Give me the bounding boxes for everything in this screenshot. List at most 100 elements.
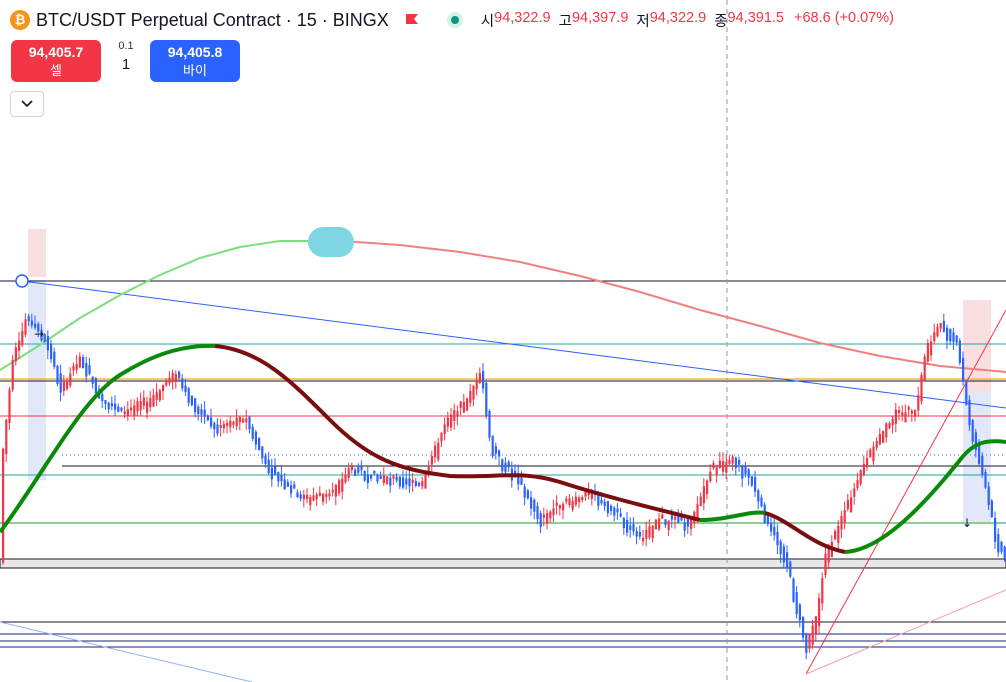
- market-status-icon[interactable]: [446, 12, 463, 28]
- candle-body: [654, 519, 657, 530]
- candle-body: [856, 480, 859, 489]
- candle-body: [27, 315, 30, 322]
- candle-body: [142, 397, 145, 406]
- candle-body: [110, 403, 113, 407]
- ohlc-open-value: 94,322.9: [494, 9, 551, 26]
- candle-body: [699, 496, 702, 507]
- candle-body: [885, 423, 888, 438]
- candle-body: [709, 471, 712, 481]
- candle-body: [533, 499, 536, 512]
- candle-body: [578, 497, 581, 503]
- candle-body: [280, 474, 283, 482]
- candle-body: [581, 497, 584, 501]
- candle-body: [616, 508, 619, 513]
- candle-body: [482, 371, 485, 389]
- candle-body: [798, 604, 801, 621]
- candle-body: [677, 516, 680, 523]
- candle-body: [408, 478, 411, 487]
- candle-body: [728, 459, 731, 464]
- candle-body: [552, 508, 555, 516]
- candle-body: [69, 373, 72, 386]
- candle-body: [24, 319, 27, 335]
- candle-body: [165, 381, 168, 386]
- candle-body: [914, 410, 917, 417]
- candle-body: [229, 420, 232, 428]
- candle-body: [379, 475, 382, 479]
- candle-body: [414, 481, 417, 486]
- candle-body: [754, 477, 757, 492]
- symbol-title[interactable]: BTC/USDT Perpetual Contract · 15 · BINGX: [36, 9, 389, 30]
- candle-body: [174, 374, 177, 381]
- candle-body: [597, 493, 600, 506]
- candle-body: [690, 518, 693, 530]
- h-band-grey: [0, 558, 1006, 569]
- candle-body: [158, 390, 161, 401]
- candle-body: [411, 479, 414, 483]
- candle-body: [443, 424, 446, 435]
- sell-zone-right: [963, 300, 991, 392]
- candle-body: [949, 328, 952, 342]
- market-status-dot: [450, 16, 459, 24]
- candle-body: [584, 491, 587, 497]
- candle-body: [264, 455, 267, 464]
- candle-body: [750, 476, 753, 486]
- anchor-point-marker[interactable]: [15, 274, 29, 288]
- candle-body: [168, 377, 171, 384]
- candle-body: [85, 363, 88, 377]
- buy-button[interactable]: 94,405.8 바이: [150, 40, 240, 82]
- quantity-field[interactable]: 0.1 1: [110, 40, 142, 82]
- collapse-toggle-button[interactable]: [10, 91, 44, 117]
- arrow-marker-down: ↓: [962, 516, 972, 530]
- candle-body: [56, 365, 59, 385]
- candle-body: [123, 411, 126, 415]
- candle-body: [290, 485, 293, 494]
- candle-body: [446, 417, 449, 427]
- candle-body: [504, 462, 507, 473]
- candle-body: [606, 500, 609, 514]
- candle-body: [136, 400, 139, 412]
- candle-body: [869, 449, 872, 458]
- candle-body: [894, 409, 897, 424]
- candle-body: [501, 459, 504, 472]
- candle-body: [782, 546, 785, 563]
- quantity-value[interactable]: 1: [110, 56, 142, 73]
- candle-body: [382, 475, 385, 484]
- candle-body: [558, 504, 561, 509]
- candle-body: [37, 323, 40, 332]
- candle-body: [568, 498, 571, 505]
- candle-body: [795, 592, 798, 615]
- candle-body: [130, 407, 133, 411]
- candle-body: [222, 423, 225, 429]
- candle-body: [837, 525, 840, 543]
- candle-body: [674, 516, 677, 520]
- candle-body: [494, 446, 497, 454]
- buy-label: 바이: [183, 62, 207, 78]
- candle-body: [306, 494, 309, 500]
- flag-icon[interactable]: [405, 13, 419, 27]
- candle-body: [277, 472, 280, 482]
- candle-body: [872, 446, 875, 462]
- candle-body: [718, 460, 721, 468]
- candle-body: [984, 471, 987, 488]
- candle-body: [670, 515, 673, 520]
- candle-body: [254, 431, 257, 445]
- candle-body: [126, 409, 129, 417]
- candle-body: [786, 552, 789, 569]
- candle-body: [866, 457, 869, 468]
- candle-body: [312, 495, 315, 501]
- candle-body: [472, 385, 475, 400]
- candle-body: [210, 417, 213, 427]
- candle-body: [155, 392, 158, 401]
- candle-body: [325, 494, 328, 498]
- candle-body: [66, 380, 69, 389]
- candle-body: [686, 518, 689, 527]
- candle-body: [341, 478, 344, 492]
- sell-button[interactable]: 94,405.7 셀: [11, 40, 101, 82]
- candle-body: [450, 414, 453, 428]
- candle-body: [434, 445, 437, 458]
- candle-body: [958, 340, 961, 363]
- candle-body: [72, 365, 75, 371]
- candle-body: [994, 517, 997, 542]
- candle-body: [498, 450, 501, 457]
